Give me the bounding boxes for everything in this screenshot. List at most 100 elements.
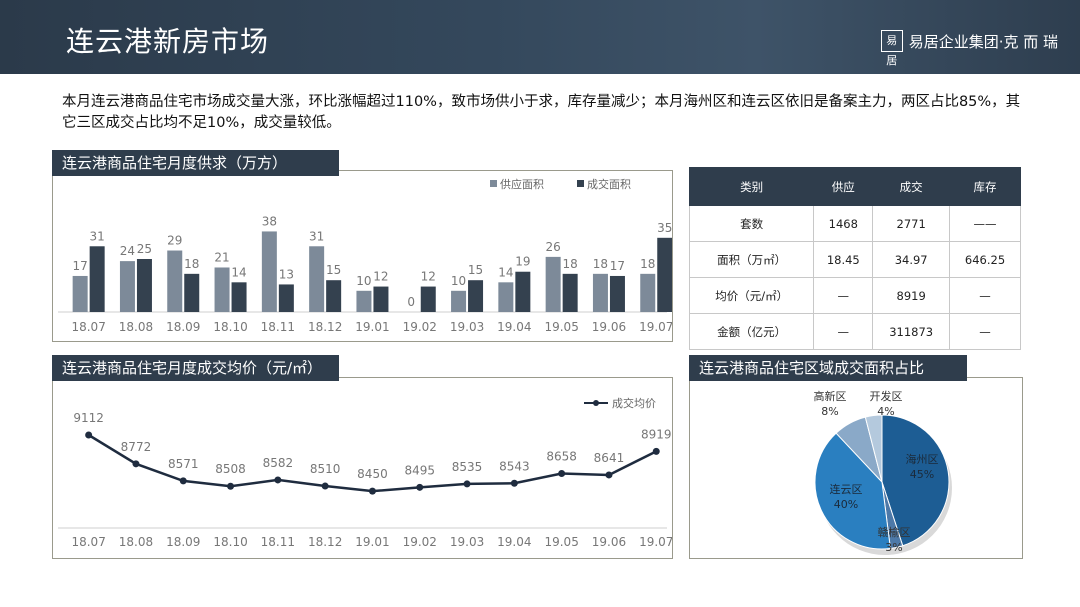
deal-bar bbox=[278, 284, 294, 312]
deal-bar bbox=[609, 275, 625, 312]
page-title: 连云港新房市场 bbox=[66, 25, 270, 58]
pie-label: 高新区 bbox=[814, 389, 847, 403]
supply-bar bbox=[356, 290, 372, 312]
pie-percent-label: 40% bbox=[834, 498, 858, 511]
region-pie-chart: 海州区 45% 赣榆区 3% 连云区 40% 高新区 8% 开发区 4% bbox=[814, 389, 952, 555]
supply-chart-title: 连云港商品住宅月度供求（万方） bbox=[52, 150, 339, 176]
deal-bar bbox=[468, 280, 484, 312]
supply-bar bbox=[498, 282, 514, 312]
table-cell: — bbox=[813, 277, 874, 314]
supply-data-label: 29 bbox=[167, 234, 182, 248]
deal-data-label: 12 bbox=[373, 270, 388, 284]
price-point bbox=[416, 483, 424, 491]
supply-chart-panel: 17 31 18.07 24 25 18.08 29 18 18.09 21 14 18.10 38 13… bbox=[52, 170, 673, 342]
supply-data-label: 10 bbox=[451, 274, 466, 288]
deal-data-label: 15 bbox=[468, 263, 483, 277]
price-point bbox=[510, 479, 518, 487]
deal-data-label: 12 bbox=[421, 270, 436, 284]
supply-bar bbox=[451, 290, 467, 312]
price-point bbox=[368, 487, 376, 495]
x-tick-label: 19.06 bbox=[592, 320, 626, 334]
price-point bbox=[274, 476, 282, 484]
price-data-label: 9112 bbox=[73, 411, 104, 425]
legend-price-label: 成交均价 bbox=[612, 396, 656, 410]
pie-slice bbox=[814, 432, 891, 550]
x-tick-label: 18.11 bbox=[261, 320, 295, 334]
table-cell: 均价（元/㎡） bbox=[688, 277, 815, 314]
x-tick-label: 19.04 bbox=[497, 320, 531, 334]
price-point bbox=[321, 482, 329, 490]
x-tick-label: 19.01 bbox=[355, 535, 389, 549]
table-cell: — bbox=[813, 313, 874, 350]
price-point bbox=[85, 431, 93, 439]
table-row: 套数 1468 2771 —— bbox=[688, 205, 1021, 242]
pie-percent-label: 8% bbox=[821, 405, 838, 418]
supply-bar bbox=[640, 273, 656, 312]
x-tick-label: 19.02 bbox=[403, 320, 437, 334]
supply-bar bbox=[72, 275, 88, 312]
legend-supply-swatch bbox=[490, 180, 497, 187]
supply-data-label: 14 bbox=[498, 265, 513, 279]
x-tick-label: 19.07 bbox=[639, 320, 672, 334]
table-header-cell: 库存 bbox=[949, 167, 1021, 206]
pie-label: 海州区 bbox=[906, 452, 939, 466]
deal-data-label: 17 bbox=[610, 259, 625, 273]
price-point bbox=[179, 477, 187, 485]
pie-slice bbox=[864, 414, 883, 483]
deal-bar bbox=[420, 286, 436, 312]
company-logo: 易居 易居企业集团·克 而 瑞 bbox=[880, 30, 1058, 67]
supply-data-label: 38 bbox=[262, 214, 277, 228]
supply-bar bbox=[214, 267, 230, 312]
table-header-cell: 供应 bbox=[813, 167, 874, 206]
supply-bar bbox=[261, 231, 277, 312]
table-cell: 套数 bbox=[688, 205, 815, 242]
x-tick-label: 18.08 bbox=[119, 535, 153, 549]
deal-bar bbox=[373, 286, 389, 312]
price-data-label: 8450 bbox=[357, 467, 388, 481]
x-tick-label: 19.07 bbox=[639, 535, 672, 549]
deal-bar bbox=[657, 237, 673, 312]
x-tick-label: 18.10 bbox=[213, 535, 247, 549]
x-tick-label: 19.01 bbox=[355, 320, 389, 334]
x-tick-label: 18.11 bbox=[261, 535, 295, 549]
stats-table: 类别 供应 成交 库存 套数 1468 2771 —— 面积（万㎡） 18.45 34.97 646… bbox=[688, 167, 1021, 350]
pie-percent-label: 3% bbox=[885, 541, 902, 554]
price-data-label: 8658 bbox=[546, 449, 577, 463]
pie-percent-label: 4% bbox=[877, 405, 894, 418]
x-tick-label: 18.12 bbox=[308, 535, 342, 549]
x-tick-label: 19.06 bbox=[592, 535, 626, 549]
price-point bbox=[605, 471, 613, 479]
table-cell: 34.97 bbox=[872, 241, 951, 278]
price-data-label: 8582 bbox=[263, 456, 294, 470]
price-chart-title: 连云港商品住宅月度成交均价（元/㎡） bbox=[52, 355, 339, 381]
header-banner: 连云港新房市场 易居 易居企业集团·克 而 瑞 bbox=[0, 0, 1080, 74]
price-point bbox=[227, 482, 235, 490]
supply-bar bbox=[119, 261, 135, 312]
deal-bar bbox=[136, 259, 152, 312]
supply-data-label: 31 bbox=[309, 229, 324, 243]
legend-line-marker bbox=[593, 400, 599, 406]
table-cell: — bbox=[949, 277, 1021, 314]
x-tick-label: 19.02 bbox=[403, 535, 437, 549]
table-row: 金额（亿元） —311873— bbox=[688, 313, 1021, 350]
summary-text: 本月连云港商品住宅市场成交量大涨，环比涨幅超过110%，致市场供小于求，库存量减… bbox=[62, 94, 1021, 131]
x-tick-label: 19.05 bbox=[544, 320, 578, 334]
x-tick-label: 19.03 bbox=[450, 320, 484, 334]
x-tick-label: 19.04 bbox=[497, 535, 531, 549]
table-cell: — bbox=[949, 313, 1021, 350]
price-point bbox=[558, 469, 566, 477]
deal-bar bbox=[184, 273, 200, 312]
table-cell: 311873 bbox=[872, 313, 951, 350]
supply-bar bbox=[592, 273, 608, 312]
price-line-chart: 9112 18.07 8772 18.08 8571 18.09 8508 18.10 8582… bbox=[58, 396, 673, 549]
x-tick-label: 18.09 bbox=[166, 320, 200, 334]
deal-data-label: 31 bbox=[90, 229, 105, 243]
price-data-label: 8510 bbox=[310, 462, 341, 476]
deal-data-label: 19 bbox=[515, 255, 530, 269]
deal-bar bbox=[562, 273, 578, 312]
deal-data-label: 35 bbox=[657, 221, 672, 235]
pie-label: 赣榆区 bbox=[878, 525, 911, 539]
pie-label: 开发区 bbox=[870, 389, 903, 403]
supply-bar bbox=[545, 256, 561, 312]
